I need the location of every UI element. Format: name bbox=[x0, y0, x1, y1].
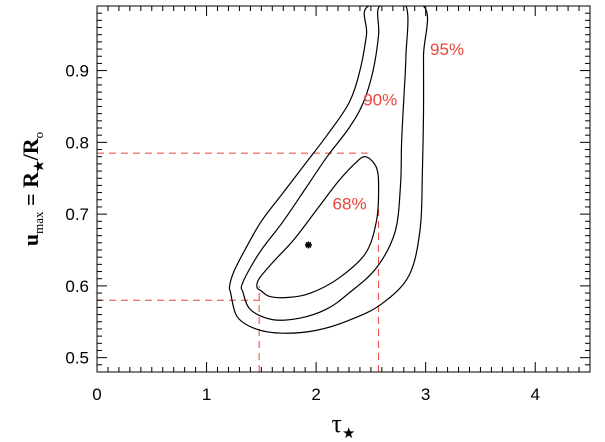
y-axis-title-slash: /R bbox=[18, 137, 43, 161]
contour-label-68: 68% bbox=[333, 194, 367, 213]
contour-90-percent bbox=[240, 6, 409, 321]
best-fit-point bbox=[305, 241, 312, 249]
x-tick-label: 4 bbox=[530, 385, 539, 404]
axis-ticks bbox=[96, 5, 591, 373]
y-axis-title-u: u bbox=[18, 234, 43, 246]
x-axis-title-main: τ bbox=[332, 409, 342, 438]
y-tick-label: 0.9 bbox=[65, 62, 89, 81]
y-axis-title-o-sub: o bbox=[31, 132, 46, 139]
contour-95-percent bbox=[228, 6, 429, 334]
y-tick-label: 0.8 bbox=[65, 133, 89, 152]
reference-lines bbox=[97, 152, 380, 372]
contour-label-90: 90% bbox=[363, 90, 397, 109]
contour-label-95: 95% bbox=[430, 40, 464, 59]
contour-68-percent bbox=[256, 156, 380, 299]
x-tick-label: 2 bbox=[311, 385, 320, 404]
y-axis-title-u-sub: max bbox=[31, 211, 46, 234]
x-axis-title: τ★ bbox=[332, 409, 356, 442]
y-tick-label: 0.6 bbox=[65, 277, 89, 296]
x-tick-label: 3 bbox=[421, 385, 430, 404]
x-axis-title-sub: ★ bbox=[342, 426, 355, 442]
plot-frame bbox=[96, 5, 591, 373]
x-tick-label: 1 bbox=[202, 385, 211, 404]
best-fit-marker bbox=[304, 241, 312, 249]
y-tick-label: 0.7 bbox=[65, 205, 89, 224]
x-tick-label: 0 bbox=[92, 385, 101, 404]
contour-labels: 68% 90% 95% bbox=[333, 40, 465, 213]
y-tick-label: 0.5 bbox=[65, 349, 89, 368]
confidence-contours bbox=[228, 6, 429, 334]
y-axis-title-eq: = R bbox=[18, 171, 43, 212]
y-axis-title-r-sub: ★ bbox=[31, 160, 46, 172]
tick-labels: 0 1 2 3 4 0.5 0.6 0.7 0.8 0.9 bbox=[65, 62, 540, 404]
y-axis-title: umax = R★/Ro bbox=[18, 132, 46, 246]
